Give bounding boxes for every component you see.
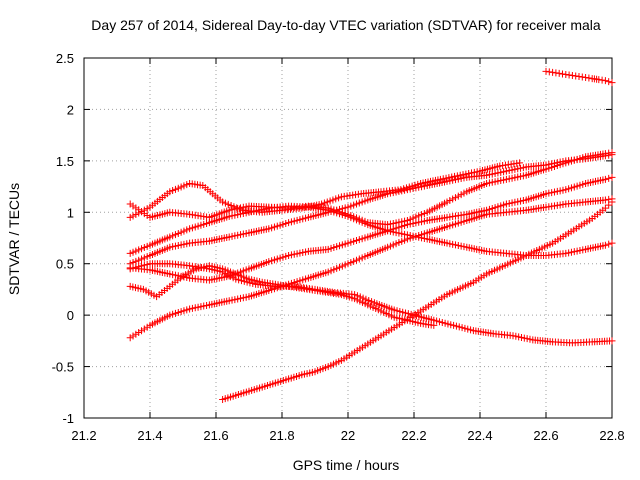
x-tick-label: 21.6 [203,428,228,443]
series-track-9 [219,198,616,403]
series-track-10 [542,67,616,87]
data-point [605,151,613,159]
data-point [605,174,613,182]
data-point [601,77,609,85]
data-point [578,73,586,81]
data-point [595,76,603,84]
data-point [608,198,616,206]
x-tick-label: 22.4 [467,428,492,443]
x-tick-labels: 21.2 21.4 21.6 21.8 22 22.2 22.4 22.6 22.8 [71,428,624,443]
x-tick-label: 22.8 [599,428,624,443]
x-axis-label: GPS time / hours [293,457,400,473]
data-point [608,337,616,345]
series-track-1 [126,159,524,221]
y-axis-label: SDTVAR / TECUs [6,183,22,295]
grid-lines [84,58,612,418]
data-point [605,201,613,209]
data-point [575,73,583,81]
data-point [605,78,613,86]
data-point [601,152,609,160]
data-point [608,151,616,159]
y-tick-label: -0.5 [52,360,74,375]
data-point [605,240,613,248]
data-point [572,72,580,80]
series-track-8 [126,262,438,329]
y-tick-label: 1.5 [56,154,74,169]
y-tick-label: 0.5 [56,257,74,272]
x-tick-label: 22 [341,428,355,443]
y-tick-label: 2 [67,102,74,117]
series-track-4 [126,151,616,268]
data-point [430,321,438,329]
data-point [568,71,576,79]
data-point [516,159,524,167]
data-point [608,173,616,181]
x-tick-label: 21.2 [71,428,96,443]
data-point [601,204,609,212]
data-point [608,79,616,87]
chart-title: Day 257 of 2014, Sidereal Day-to-day VTE… [91,17,601,33]
series-track-5 [126,260,616,347]
data-point [552,69,560,77]
y-tick-label: 1 [67,205,74,220]
x-tick-label: 21.4 [137,428,162,443]
data-point [565,71,573,79]
data-point [562,70,570,78]
data-point [598,76,606,84]
data-point [559,70,566,78]
data-point [608,239,616,247]
x-tick-label: 22.2 [401,428,426,443]
y-tick-labels: -1 -0.5 0 0.5 1 1.5 2 2.5 [52,51,74,426]
data-point [585,74,593,82]
data-point [555,69,563,77]
data-point [601,175,609,183]
data-point [582,74,590,82]
axis-ticks [83,57,613,419]
data-point [542,67,550,75]
data-point [601,196,609,204]
series-track-6 [126,173,616,284]
data-marks [126,67,616,403]
x-tick-label: 22.6 [533,428,558,443]
x-tick-label: 21.8 [269,428,294,443]
y-tick-label: 2.5 [56,51,74,66]
data-point [601,241,609,249]
y-tick-label: 0 [67,308,74,323]
data-point [549,68,557,76]
data-point [545,68,553,76]
y-tick-label: -1 [62,411,74,426]
